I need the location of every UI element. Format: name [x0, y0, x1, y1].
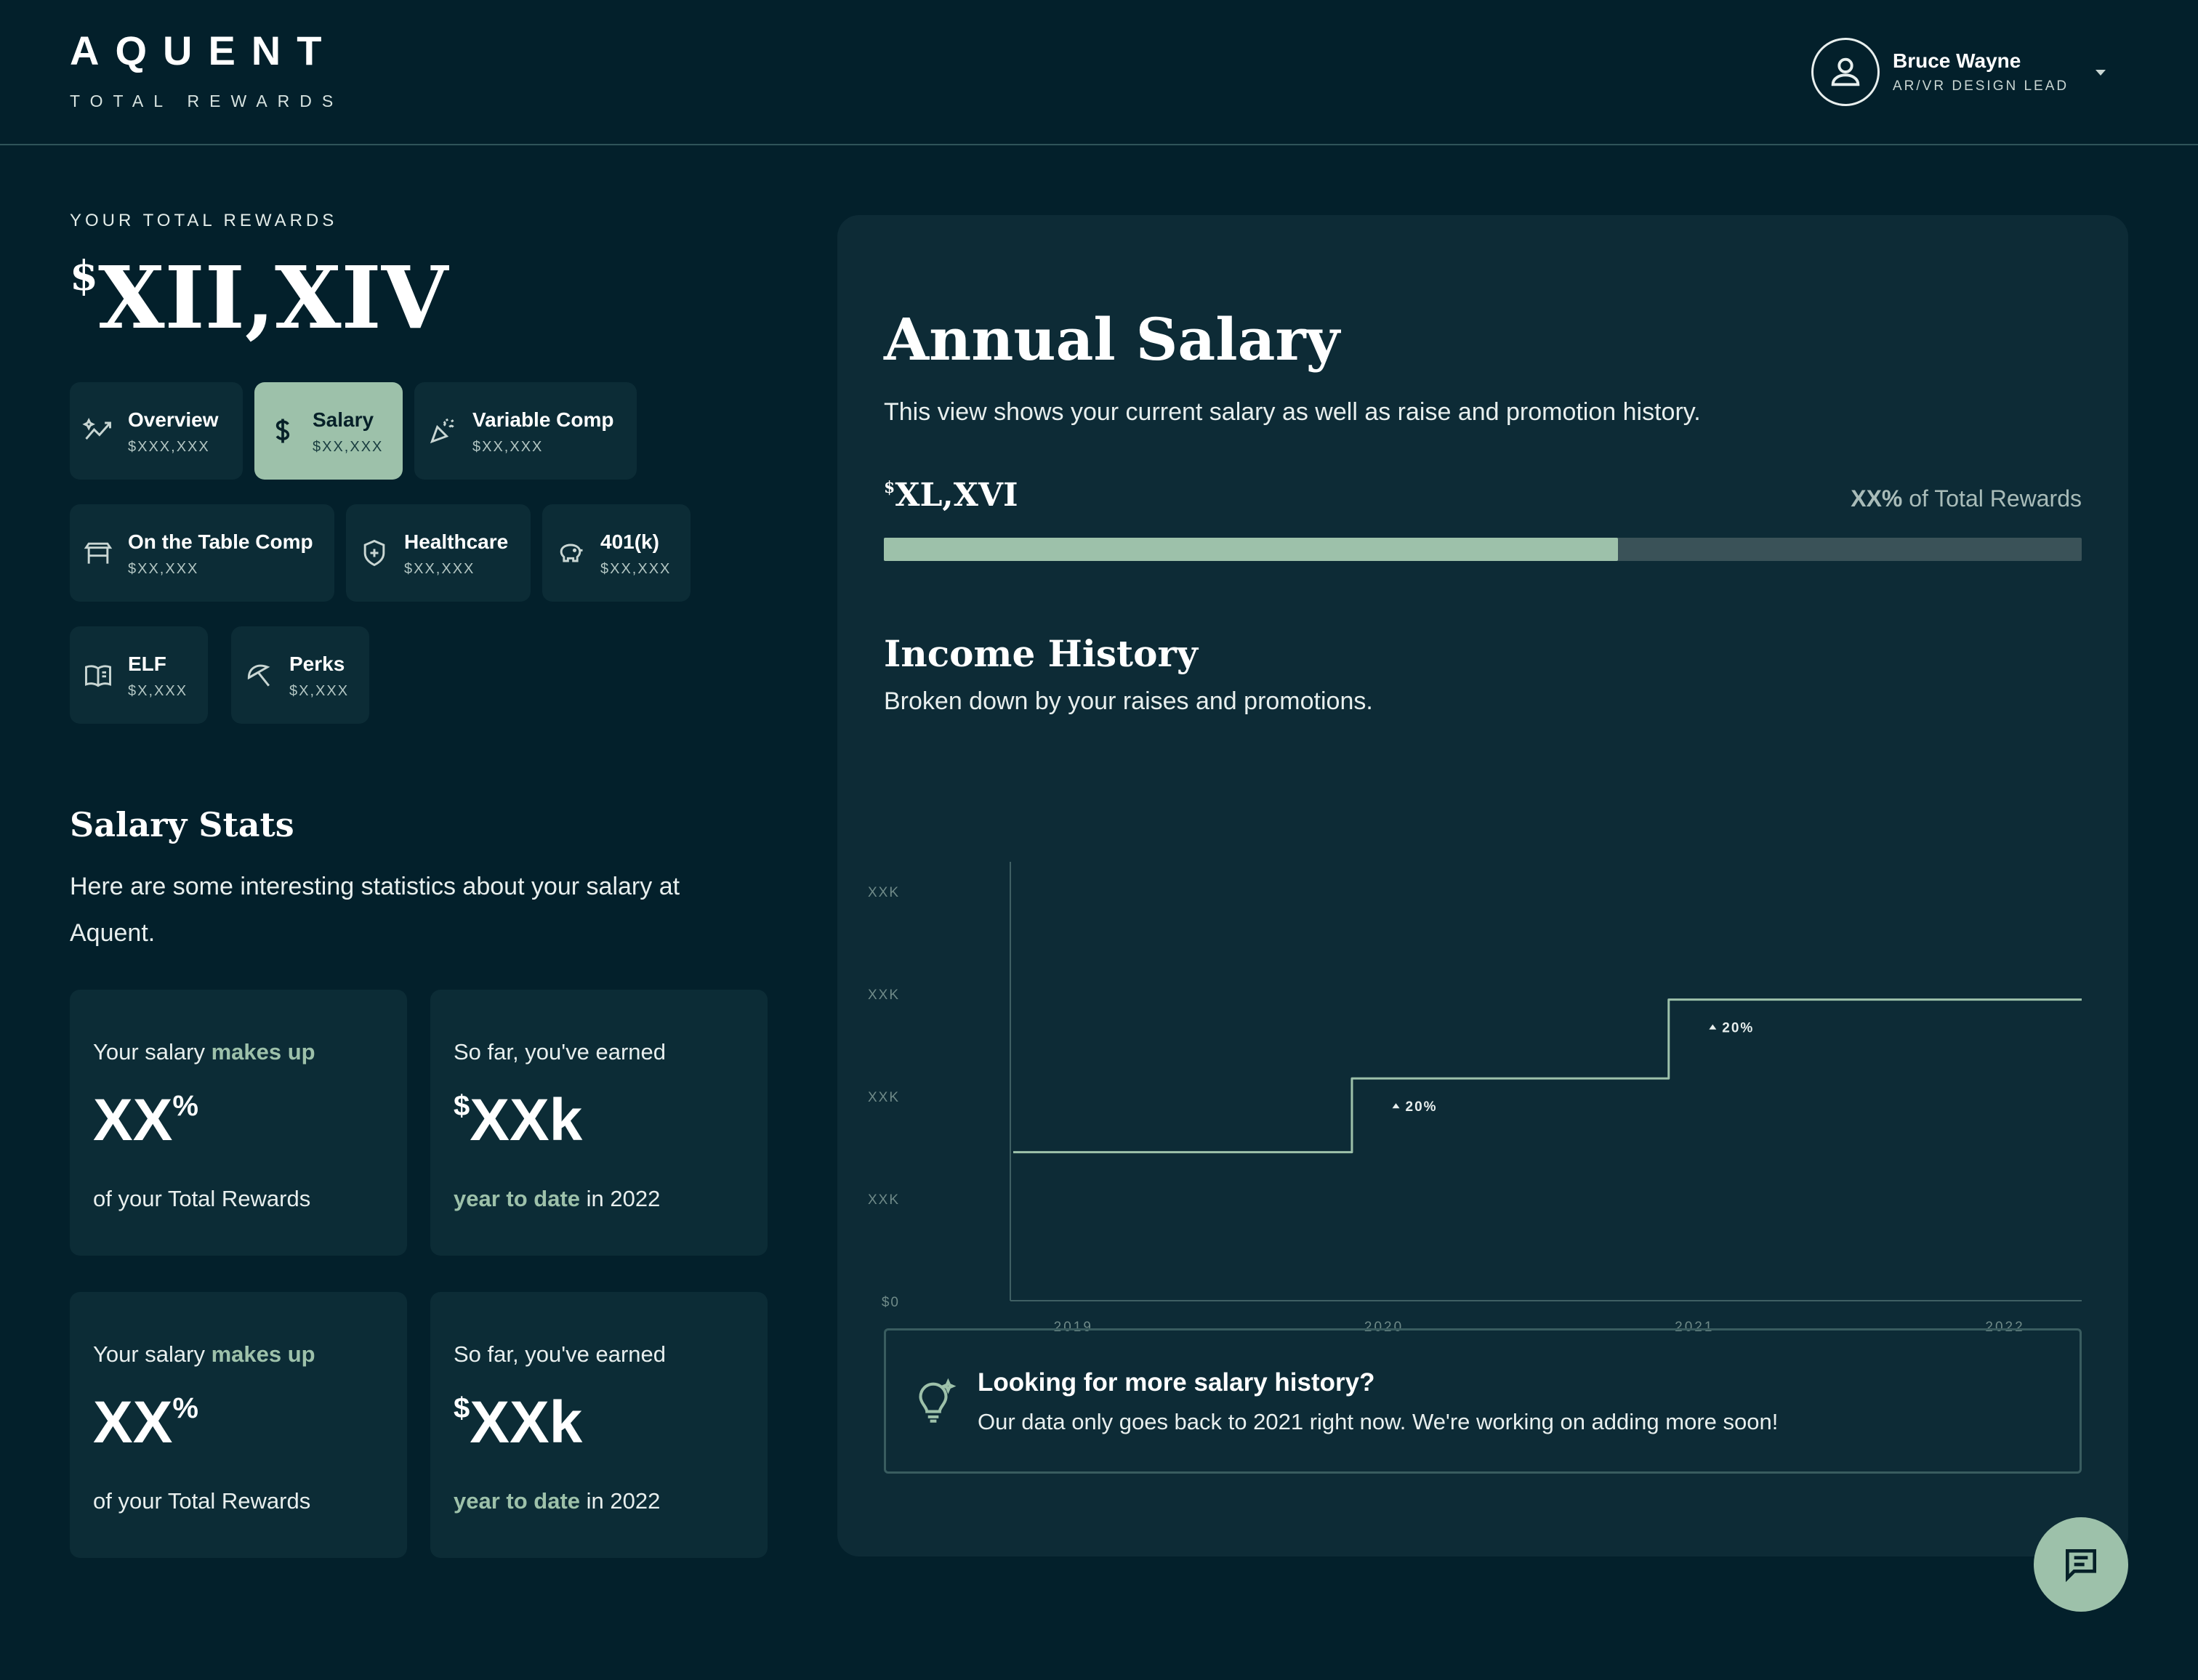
panel-title: Annual Salary [884, 305, 1340, 373]
raise-up-arrow-icon [1709, 1024, 1717, 1030]
salary-progress-bar [884, 538, 2082, 561]
stat-value: $XXk [454, 1389, 583, 1455]
income-history-chart: $0 $XXK $XXK $XXK $XXXK 2019 2020 2021 2022 20% 20… [866, 862, 2082, 1335]
tab-label: Overview [128, 408, 219, 431]
y-tick-label: $XXK [866, 988, 900, 1003]
tab-healthcare[interactable]: Healthcare $XX,XXX [346, 504, 531, 602]
y-tick-label: $0 [882, 1295, 900, 1310]
y-tick-label: $XXK [866, 1090, 900, 1105]
currency-symbol: $ [70, 252, 98, 300]
stat-card: So far, you've earned $XXk year to date … [430, 990, 768, 1256]
total-rewards-eyebrow: YOUR TOTAL REWARDS [70, 211, 338, 230]
shield-plus-icon [358, 536, 391, 570]
salary-history-callout: Looking for more salary history? Our dat… [884, 1328, 2082, 1474]
chevron-down-icon[interactable] [2093, 65, 2108, 80]
stat-foot: of your Total Rewards [93, 1186, 311, 1211]
stat-lead: So far, you've earned [454, 1039, 667, 1065]
salary-progress-fill [884, 538, 1619, 561]
tab-value: $X,XXX [128, 683, 188, 699]
salary-step-line [1013, 998, 2082, 1154]
salary-amount: $XL,XVI [884, 477, 1018, 514]
chat-icon [2066, 1549, 2096, 1583]
logo-subtitle: TOTAL REWARDS [70, 92, 344, 110]
tab-label: Salary [313, 408, 374, 431]
total-rewards-amount: $XII,XIV [70, 247, 448, 349]
y-tick-label: $XXK [866, 1192, 900, 1208]
tab-value: $XXX,XXX [128, 439, 210, 455]
raise-annotation: 20% [1406, 1099, 1438, 1115]
income-history-title: Income History [884, 632, 1198, 675]
tab-label: Healthcare [404, 530, 509, 553]
panel-description: This view shows your current salary as w… [884, 398, 1701, 426]
income-history-description: Broken down by your raises and promotion… [884, 687, 1373, 715]
x-tick-label: 2019 [1054, 1320, 1093, 1335]
book-icon [81, 658, 115, 692]
stat-value: $XXk [454, 1087, 583, 1153]
user-menu[interactable]: Bruce Wayne AR/VR DESIGN LEAD [1811, 38, 2117, 110]
tab-on-the-table-comp[interactable]: On the Table Comp $XX,XXX [70, 504, 334, 602]
tab-value: $X,XXX [289, 683, 350, 699]
tab-elf[interactable]: ELF $X,XXX [70, 626, 208, 724]
salary-stats-title: Salary Stats [70, 805, 294, 844]
tab-variable-comp[interactable]: Variable Comp $XX,XXX [414, 382, 637, 480]
piggy-bank-icon [554, 536, 587, 570]
chat-button[interactable] [2034, 1517, 2128, 1612]
umbrella-icon [243, 658, 276, 692]
stat-foot: year to date in 2022 [454, 1186, 661, 1211]
raise-annotation: 20% [1722, 1021, 1754, 1036]
tab-label: On the Table Comp [128, 530, 313, 553]
stat-foot: of your Total Rewards [93, 1488, 311, 1514]
tab-label: Perks [289, 653, 345, 675]
x-tick-label: 2022 [1985, 1320, 2024, 1335]
stat-card: Your salary makes up XX% of your Total R… [70, 990, 407, 1256]
user-icon [1831, 57, 1860, 86]
tab-value: $XX,XXX [472, 439, 544, 455]
raise-up-arrow-icon [1392, 1103, 1400, 1109]
stat-value: XX% [93, 1087, 198, 1153]
tab-label: 401(k) [600, 530, 659, 553]
tab-salary[interactable]: Salary $XX,XXX [254, 382, 403, 480]
tab-401k[interactable]: 401(k) $XX,XXX [542, 504, 691, 602]
stat-lead: So far, you've earned [454, 1341, 667, 1367]
table-icon [81, 536, 115, 570]
stat-foot: year to date in 2022 [454, 1488, 661, 1514]
stat-card: So far, you've earned $XXk year to date … [430, 1292, 768, 1558]
stat-lead: Your salary makes up [93, 1341, 315, 1367]
salary-percent: XX% of Total Rewards [1851, 485, 2082, 512]
party-popper-icon [426, 414, 459, 448]
tab-perks[interactable]: Perks $X,XXX [231, 626, 369, 724]
tab-value: $XX,XXX [313, 439, 384, 455]
total-value: XII,XIV [97, 247, 448, 348]
logo-wordmark: AQUENT [70, 28, 338, 73]
x-tick-label: 2021 [1675, 1320, 1714, 1335]
user-name: Bruce Wayne [1893, 49, 2021, 72]
aquent-logo[interactable]: AQUENT TOTAL REWARDS [70, 29, 343, 111]
top-header: AQUENT TOTAL REWARDS Bruce Wayne AR/VR D… [0, 0, 2198, 145]
stat-value: XX% [93, 1389, 198, 1455]
y-tick-label: $XXXK [866, 885, 900, 900]
dollar-icon [266, 414, 299, 448]
avatar[interactable] [1811, 38, 1880, 106]
tab-label: Variable Comp [472, 408, 614, 431]
x-tick-label: 2020 [1364, 1320, 1404, 1335]
tab-value: $XX,XXX [404, 561, 475, 577]
salary-stats-description: Here are some interesting statistics abo… [70, 873, 680, 947]
callout-title: Looking for more salary history? [978, 1368, 1375, 1397]
user-role: AR/VR DESIGN LEAD [1893, 78, 2069, 94]
sparkle-chart-icon [81, 414, 115, 448]
lightbulb-icon [919, 1378, 957, 1423]
tab-overview[interactable]: Overview $XXX,XXX [70, 382, 243, 480]
annual-salary-panel: Annual Salary This view shows your curre… [837, 215, 2128, 1556]
tab-label: ELF [128, 653, 166, 675]
tab-value: $XX,XXX [128, 561, 199, 577]
callout-description: Our data only goes back to 2021 right no… [978, 1409, 1779, 1434]
stat-lead: Your salary makes up [93, 1039, 315, 1065]
stat-card: Your salary makes up XX% of your Total R… [70, 1292, 407, 1558]
tab-value: $XX,XXX [600, 561, 672, 577]
